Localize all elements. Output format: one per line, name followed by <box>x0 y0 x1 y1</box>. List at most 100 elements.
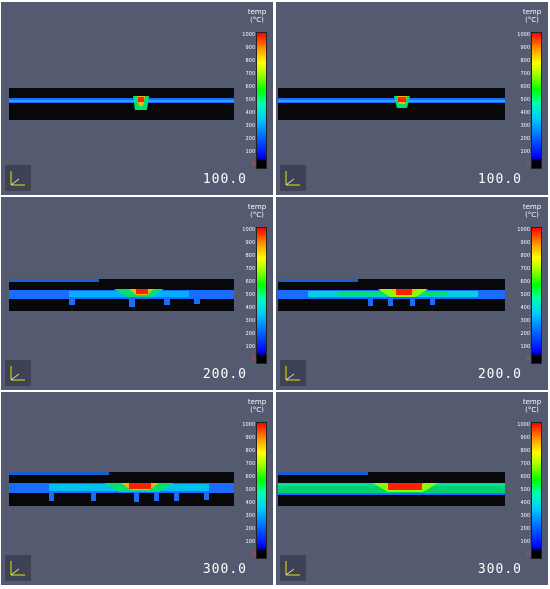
colorbar-unit: (°C) <box>525 211 539 219</box>
colorbar-tick: 100 <box>520 539 530 545</box>
sim-panel-5: temp (°C) 1000 900 800 700 600 500 400 3… <box>1 392 273 585</box>
xyz-axes-icon <box>280 165 306 191</box>
colorbar-tick: 0 <box>251 161 255 167</box>
colorbar-tick: 900 <box>520 435 530 441</box>
plate-heatmap <box>278 472 505 506</box>
colorbar-tick: 300 <box>520 123 530 129</box>
colorbar-tick: 700 <box>245 461 255 467</box>
xyz-axes-icon <box>5 360 31 386</box>
colorbar-tick: 500 <box>520 292 530 298</box>
colorbar-tick: 0 <box>251 551 255 557</box>
sim-panel-2: temp (°C) 1000 900 800 700 600 500 400 3… <box>276 2 548 195</box>
sim-panel-3: temp (°C) 1000 900 800 700 600 500 400 3… <box>1 197 273 390</box>
colorbar-tick: 600 <box>520 279 530 285</box>
colorbar-tick: 100 <box>245 149 255 155</box>
colorbar-tick: 300 <box>245 318 255 324</box>
colorbar-tick: 700 <box>520 71 530 77</box>
plate-heatmap <box>278 279 505 311</box>
colorbar-tick: 400 <box>245 110 255 116</box>
xyz-axes-icon <box>5 165 31 191</box>
colorbar-tick: 300 <box>245 513 255 519</box>
colorbar-tick: 500 <box>245 292 255 298</box>
plate-heatmap <box>9 279 234 311</box>
temperature-colorbar <box>531 422 542 559</box>
colorbar-tick: 1000 <box>517 32 530 38</box>
colorbar-tick: 1000 <box>517 227 530 233</box>
colorbar-unit: (°C) <box>525 16 539 24</box>
colorbar-tick: 700 <box>245 266 255 272</box>
xyz-axes-icon <box>5 555 31 581</box>
time-label: 100.0 <box>202 172 247 187</box>
colorbar-tick: 100 <box>245 344 255 350</box>
colorbar-tick: 0 <box>251 356 255 362</box>
colorbar-tick: 800 <box>245 58 255 64</box>
colorbar-unit: (°C) <box>525 406 539 414</box>
colorbar-tick: 200 <box>520 331 530 337</box>
temperature-colorbar <box>531 227 542 364</box>
colorbar-tick: 1000 <box>517 422 530 428</box>
colorbar-tick: 200 <box>245 331 255 337</box>
xyz-axes-icon <box>280 360 306 386</box>
colorbar-tick: 900 <box>245 45 255 51</box>
temperature-colorbar <box>256 422 267 559</box>
colorbar-tick: 300 <box>245 123 255 129</box>
colorbar-tick: 400 <box>245 305 255 311</box>
time-label: 200.0 <box>477 367 522 382</box>
sim-panel-6: temp (°C) 1000 900 800 700 600 500 400 3… <box>276 392 548 585</box>
colorbar-tick: 100 <box>520 344 530 350</box>
time-label: 100.0 <box>477 172 522 187</box>
colorbar-tick: 900 <box>520 240 530 246</box>
colorbar-unit: (°C) <box>250 211 264 219</box>
colorbar-tick: 1000 <box>242 227 255 233</box>
plate-heatmap <box>9 472 234 506</box>
temperature-colorbar <box>256 227 267 364</box>
colorbar-tick: 800 <box>245 448 255 454</box>
colorbar-tick: 600 <box>245 474 255 480</box>
colorbar-tick: 100 <box>245 539 255 545</box>
colorbar-tick: 600 <box>245 279 255 285</box>
colorbar-tick: 0 <box>526 551 530 557</box>
colorbar-tick: 200 <box>520 136 530 142</box>
colorbar-tick: 800 <box>520 58 530 64</box>
colorbar-tick: 0 <box>526 161 530 167</box>
plate-heatmap <box>278 88 505 120</box>
colorbar-title: temp <box>247 8 267 16</box>
sim-panel-1: temp (°C) 1000 900 800 700 600 500 400 3… <box>1 2 273 195</box>
plate-heatmap <box>9 88 234 120</box>
colorbar-tick: 400 <box>520 110 530 116</box>
time-label: 300.0 <box>202 562 247 577</box>
colorbar-tick: 900 <box>520 45 530 51</box>
temperature-colorbar <box>531 32 542 169</box>
colorbar-tick: 500 <box>245 97 255 103</box>
colorbar-tick: 700 <box>520 461 530 467</box>
colorbar-tick: 100 <box>520 149 530 155</box>
colorbar-tick: 200 <box>245 526 255 532</box>
colorbar-title: temp <box>522 203 542 211</box>
colorbar-unit: (°C) <box>250 406 264 414</box>
colorbar-tick: 300 <box>520 318 530 324</box>
colorbar-tick: 400 <box>520 305 530 311</box>
colorbar-tick: 900 <box>245 435 255 441</box>
colorbar-tick: 1000 <box>242 32 255 38</box>
sim-panel-4: temp (°C) 1000 900 800 700 600 500 400 3… <box>276 197 548 390</box>
colorbar-tick: 700 <box>520 266 530 272</box>
colorbar-tick: 400 <box>520 500 530 506</box>
colorbar-tick: 600 <box>520 474 530 480</box>
colorbar-tick: 500 <box>520 487 530 493</box>
colorbar-tick: 800 <box>245 253 255 259</box>
colorbar-tick: 500 <box>245 487 255 493</box>
colorbar-tick: 800 <box>520 253 530 259</box>
colorbar-title: temp <box>247 398 267 406</box>
colorbar-tick: 900 <box>245 240 255 246</box>
temperature-colorbar <box>256 32 267 169</box>
colorbar-title: temp <box>522 8 542 16</box>
time-label: 200.0 <box>202 367 247 382</box>
colorbar-tick: 400 <box>245 500 255 506</box>
colorbar-tick: 600 <box>520 84 530 90</box>
colorbar-title: temp <box>247 203 267 211</box>
colorbar-tick: 600 <box>245 84 255 90</box>
colorbar-tick: 700 <box>245 71 255 77</box>
colorbar-tick: 200 <box>245 136 255 142</box>
time-label: 300.0 <box>477 562 522 577</box>
